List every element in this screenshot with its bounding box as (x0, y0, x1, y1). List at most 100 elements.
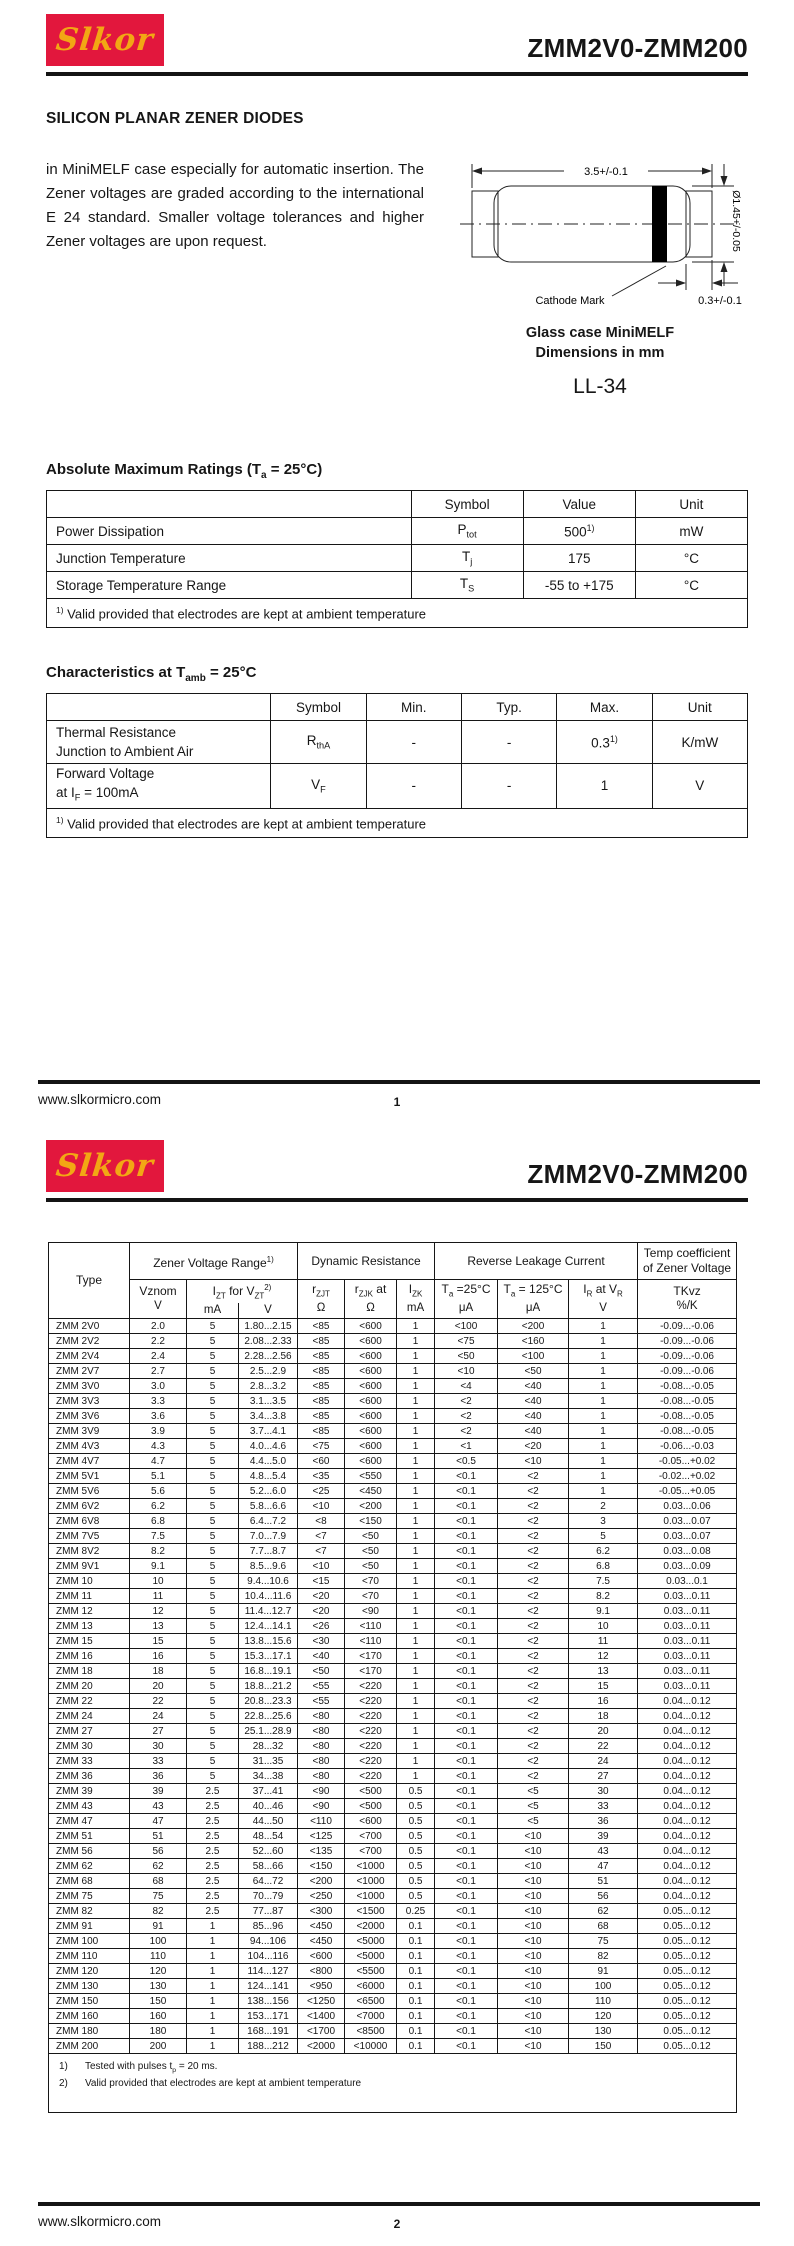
zener-table-cell: <25 (297, 1483, 345, 1500)
characteristics-table: Symbol Min. Typ. Max. Unit Thermal Resis… (45, 693, 749, 838)
zener-table-cell: ZMM 9V1 (48, 1558, 130, 1575)
zener-table-row: ZMM 6V8 6.8 5 6.4...7.2 <8 <150 1 <0.1 <2 3 0.03..… (48, 1513, 738, 1530)
brand-logo-text: Slkor (54, 1148, 156, 1184)
zener-table-cell: <6500 (344, 1993, 397, 2010)
zener-table-cell: <85 (297, 1363, 345, 1380)
zener-table-row: ZMM 2V0 2.0 5 1.80...2.15 <85 <600 1 <100 <200 1-… (48, 1318, 738, 1335)
zener-table-cell: 2.5...2.9 (238, 1363, 298, 1380)
zener-table-cell: 0.04...0.12 (637, 1828, 738, 1845)
zener-table-cell: <1000 (344, 1873, 397, 1890)
zener-table-cell: <10 (497, 2038, 570, 2055)
zener-table-cell: 0.04...0.12 (637, 1783, 738, 1800)
zener-table-cell: 0.5 (395, 1888, 436, 1905)
param-value: -55 to +175 (522, 571, 636, 599)
zener-table-cell: 9.1 (129, 1558, 187, 1575)
zener-table-cell: 0.05...0.12 (637, 2008, 738, 2025)
zener-table-cell: 1 (568, 1438, 639, 1455)
param-value: 5001) (522, 517, 636, 545)
zener-table-cell: 12 (568, 1648, 639, 1665)
zener-table-row: ZMM 130 130 1 124...141 <950 <6000 0.1 <0.1 <10 1… (48, 1978, 738, 1995)
zener-table-cell: <135 (297, 1843, 345, 1860)
zener-table-cell: 33 (129, 1753, 187, 1770)
param-unit: mW (634, 517, 749, 545)
zener-table-cell: 5 (186, 1573, 239, 1590)
zener-table-cell: <0.1 (434, 1678, 499, 1695)
dimension-label-band: 0.3+/-0.1 (698, 295, 742, 307)
zener-table-cell: 100 (129, 1933, 187, 1950)
zener-table-cell: 0.03...0.11 (637, 1648, 738, 1665)
zener-table-cell: <600 (344, 1438, 397, 1455)
zener-table-cell: <500 (344, 1798, 397, 1815)
zener-table-cell: 1 (395, 1483, 436, 1500)
col-header-ta-25: Ta =25°C μA (434, 1278, 499, 1320)
zener-table-cell: 5 (186, 1348, 239, 1365)
zener-table-cell: 1 (395, 1678, 436, 1695)
zener-table-cell: <6000 (344, 1978, 397, 1995)
doc-header: Slkor ZMM2V0-ZMM200 (0, 1128, 794, 1192)
zener-table-cell: 1 (395, 1648, 436, 1665)
zener-table-cell: <85 (297, 1318, 345, 1335)
zener-table-cell: <0.1 (434, 1588, 499, 1605)
zener-table-cell: 0.04...0.12 (637, 1858, 738, 1875)
zener-table-cell: 5 (186, 1528, 239, 1545)
zener-table-cell: <10 (497, 1933, 570, 1950)
zener-table-cell: <300 (297, 1903, 345, 1920)
footer-url[interactable]: www.slkormicro.com (38, 1092, 162, 1107)
zener-table-cell: 5 (186, 1483, 239, 1500)
col-group-reverse-leakage-current: Reverse Leakage Current (434, 1242, 639, 1280)
zener-table-cell: 22.8...25.6 (238, 1708, 298, 1725)
zener-table-cell: <0.1 (434, 1603, 499, 1620)
zener-table-cell: <0.1 (434, 1798, 499, 1815)
zener-table-cell: 0.04...0.12 (637, 1843, 738, 1860)
zener-table-cell: 3.9 (129, 1423, 187, 1440)
cathode-leader-line (611, 265, 667, 297)
footer-url[interactable]: www.slkormicro.com (38, 2214, 162, 2229)
zener-table-row: ZMM 110 110 1 104...116 <600 <5000 0.1 <0.1 <10 8… (48, 1948, 738, 1965)
zener-table-cell: <2 (497, 1543, 570, 1560)
zener-table-cell: <10 (497, 1963, 570, 1980)
zener-table-cell: 0.05...0.12 (637, 1918, 738, 1935)
zener-table-row: ZMM 7V5 7.5 5 7.0...7.9 <7 <50 1 <0.1 <2 5 0.03...… (48, 1528, 738, 1545)
zener-table-cell: 5 (186, 1393, 239, 1410)
zener-table-cell: <220 (344, 1708, 397, 1725)
zener-table-cell: 5 (186, 1423, 239, 1440)
zener-table-cell: <40 (497, 1378, 570, 1395)
zener-table-cell: ZMM 5V1 (48, 1468, 130, 1485)
zener-table-cell: ZMM 22 (48, 1693, 130, 1710)
zener-table-cell: 10.4...11.6 (238, 1588, 298, 1605)
zener-table-cell: <100 (434, 1318, 499, 1335)
zener-table-cell: 0.5 (395, 1783, 436, 1800)
zener-table-cell: <2 (497, 1678, 570, 1695)
zener-table-cell: ZMM 10 (48, 1573, 130, 1590)
zener-table-cell: <0.1 (434, 2008, 499, 2025)
zener-table-cell: 1 (568, 1453, 639, 1470)
zener-table-cell: 16 (568, 1693, 639, 1710)
zener-table-cell: <70 (344, 1573, 397, 1590)
zener-table-cell: <40 (497, 1408, 570, 1425)
col-header-ir-at-vr: IR at VR V (568, 1278, 639, 1320)
abs-max-section: Absolute Maximum Ratings (Ta = 25°C) Sym… (46, 461, 749, 628)
zener-table-cell: <0.1 (434, 1528, 499, 1545)
zener-table-cell: 0.03...0.08 (637, 1543, 738, 1560)
param-value: 175 (522, 544, 636, 572)
zener-table-cell: <1700 (297, 2023, 345, 2040)
zener-table-cell: 13 (568, 1663, 639, 1680)
zener-table-cell: 5 (186, 1708, 239, 1725)
zener-table-cell: 1 (395, 1393, 436, 1410)
zener-table-cell: <450 (344, 1483, 397, 1500)
zener-table-cell: <200 (344, 1498, 397, 1515)
zener-table-cell: <5000 (344, 1948, 397, 1965)
zener-table-cell: <55 (297, 1693, 345, 1710)
zener-table-row: ZMM 62 62 2.5 58...66 <150 <1000 0.5 <0.1 <10 47 0… (48, 1858, 738, 1875)
zener-table-cell: 5 (186, 1558, 239, 1575)
zener-table-cell: 51 (129, 1828, 187, 1845)
zener-table-cell: <50 (434, 1348, 499, 1365)
zener-table-body: ZMM 2V0 2.0 5 1.80...2.15 <85 <600 1 <100 <200 1-… (48, 1318, 738, 2055)
zener-table-cell: <250 (297, 1888, 345, 1905)
zener-table-cell: 0.04...0.12 (637, 1693, 738, 1710)
zener-table-cell: 5 (186, 1453, 239, 1470)
zener-table-cell: ZMM 6V8 (48, 1513, 130, 1530)
param-symbol: RthA (270, 720, 367, 764)
zener-table-cell: 39 (568, 1828, 639, 1845)
zener-table-cell: <1400 (297, 2008, 345, 2025)
